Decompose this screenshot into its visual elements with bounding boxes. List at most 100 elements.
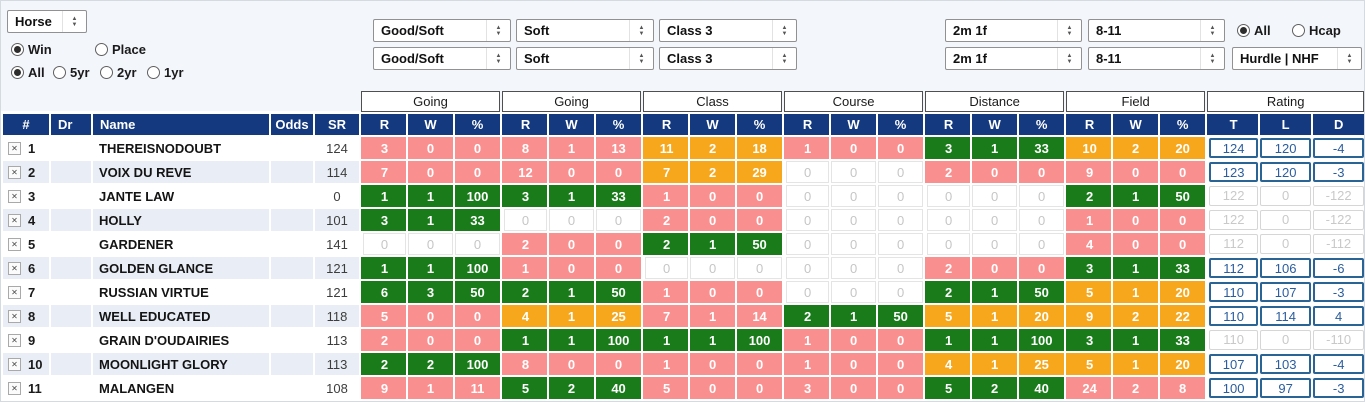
rating-l-cell: 120 [1260, 161, 1312, 183]
age-1yr-radio[interactable]: 1yr [147, 65, 184, 80]
field-select-row1[interactable]: 8-11 ▲ ▼ [1088, 19, 1225, 42]
age-2yr-radio[interactable]: 2yr [100, 65, 137, 80]
remove-runner-icon[interactable]: ✕ [8, 237, 21, 251]
stat-wins-cell: 0 [972, 161, 1018, 183]
scope-hcap-radio[interactable]: Hcap [1292, 23, 1341, 38]
class-select-row2[interactable]: Class 3 ▲ ▼ [659, 47, 797, 70]
remove-runner-icon[interactable]: ✕ [8, 141, 21, 155]
going-b-select-row2[interactable]: Soft ▲ ▼ [516, 47, 654, 70]
scope-all-radio[interactable]: All [1237, 23, 1271, 38]
stat-runs-cell: 1 [784, 353, 830, 375]
stat-runs-cell: 1 [643, 185, 689, 207]
stat-runs-cell: 1 [502, 257, 548, 279]
rating-d-cell: -4 [1313, 353, 1364, 375]
going-a-select-row2[interactable]: Good/Soft ▲ ▼ [373, 47, 511, 70]
stat-pct-cell: 100 [737, 329, 783, 351]
distance-select-row2[interactable]: 2m 1f ▲ ▼ [945, 47, 1082, 70]
stat-pct-cell: 33 [596, 185, 642, 207]
col-header-wins: W [972, 114, 1018, 135]
stat-pct-cell: 0 [1019, 161, 1065, 183]
col-header-wins: W [1113, 114, 1159, 135]
stat-runs-cell: 24 [1066, 377, 1112, 399]
stat-pct-cell: 20 [1019, 305, 1065, 327]
rating-d-value: -3 [1313, 282, 1364, 302]
rating-d-cell: -4 [1313, 137, 1364, 159]
age-5yr-radio[interactable]: 5yr [53, 65, 90, 80]
rating-l-value: 0 [1260, 210, 1312, 230]
runner-number-cell: ✕ 3 [3, 185, 49, 207]
rating-t-value: 123 [1209, 162, 1259, 182]
remove-runner-icon[interactable]: ✕ [8, 381, 21, 395]
field-select-row2[interactable]: 8-11 ▲ ▼ [1088, 47, 1225, 70]
stat-wins-cell: 1 [549, 329, 595, 351]
stat-runs-cell: 2 [502, 281, 548, 303]
stat-pct-cell: 0 [737, 281, 783, 303]
remove-runner-icon[interactable]: ✕ [8, 189, 21, 203]
going-b-select-row1[interactable]: Soft ▲ ▼ [516, 19, 654, 42]
place-radio-label: Place [112, 42, 146, 57]
remove-runner-icon[interactable]: ✕ [8, 333, 21, 347]
stat-runs-cell: 3 [361, 137, 406, 159]
stat-runs-cell: 0 [361, 233, 406, 255]
runner-name-cell: JANTE LAW [93, 185, 269, 207]
odds-cell [271, 257, 313, 279]
remove-runner-icon[interactable]: ✕ [8, 357, 21, 371]
column-header-row: # Dr Name Odds SR R W% R W% R W% R W% R W% R W% T L D [3, 114, 1364, 135]
stat-runs-cell: 5 [925, 377, 971, 399]
select-spinner-icon: ▲ ▼ [772, 20, 796, 41]
odds-cell [271, 233, 313, 255]
remove-runner-icon[interactable]: ✕ [8, 165, 21, 179]
class-select-row1[interactable]: Class 3 ▲ ▼ [659, 19, 797, 42]
stat-runs-cell: 3 [1066, 257, 1112, 279]
stat-runs-cell: 0 [784, 257, 830, 279]
stat-runs-cell: 6 [361, 281, 406, 303]
stat-wins-cell: 1 [408, 209, 453, 231]
draw-cell [51, 257, 91, 279]
table-row: ✕ 6 GOLDEN GLANCE 121 1 1 100 1 0 0 0 0 0 0 0 0 2 0 0 3 1 33 1… [3, 257, 1364, 279]
place-radio[interactable]: Place [95, 42, 146, 57]
scope-hcap-label: Hcap [1309, 23, 1341, 38]
going-a-row1-value: Good/Soft [381, 23, 444, 38]
race-type-select[interactable]: Hurdle | NHF ▲ ▼ [1232, 47, 1362, 70]
entity-select[interactable]: Horse ▲ ▼ [7, 10, 87, 33]
stat-pct-cell: 0 [878, 377, 924, 399]
stat-wins-cell: 1 [408, 377, 453, 399]
rating-t-value: 110 [1209, 282, 1259, 302]
stat-wins-cell: 0 [549, 353, 595, 375]
runner-name-cell: MALANGEN [93, 377, 269, 399]
stat-runs-cell: 3 [784, 377, 830, 399]
rating-l-value: 106 [1260, 258, 1312, 278]
stat-runs-cell: 5 [361, 305, 406, 327]
select-spinner-icon: ▲ ▼ [629, 48, 653, 69]
age-all-radio[interactable]: All [11, 65, 45, 80]
stat-runs-cell: 1 [361, 185, 406, 207]
remove-runner-icon[interactable]: ✕ [8, 285, 21, 299]
stat-runs-cell: 3 [361, 209, 406, 231]
going-b-row2-value: Soft [524, 51, 550, 66]
rating-t-cell: 112 [1207, 257, 1259, 279]
remove-runner-icon[interactable]: ✕ [8, 261, 21, 275]
rating-l-value: 0 [1260, 330, 1312, 350]
stat-runs-cell: 1 [361, 257, 406, 279]
stat-wins-cell: 0 [549, 161, 595, 183]
speed-rating-cell: 121 [315, 257, 359, 279]
runner-number-cell: ✕ 10 [3, 353, 49, 375]
rating-d-cell: -110 [1313, 329, 1364, 351]
table-row: ✕ 1 THEREISNODOUBT 124 3 0 0 8 1 13 11 2 18 1 0 0 3 1 33 10… [3, 137, 1364, 159]
table-row: ✕ 2 VOIX DU REVE 114 7 0 0 12 0 0 7 2 29 0 0 0 2 0 0 9 0 0 123… [3, 161, 1364, 183]
group-header-distance: Distance [925, 91, 1065, 112]
select-spinner-icon: ▲ ▼ [1057, 48, 1081, 69]
remove-runner-icon[interactable]: ✕ [8, 309, 21, 323]
win-radio[interactable]: Win [11, 42, 52, 57]
remove-runner-icon[interactable]: ✕ [8, 213, 21, 227]
rating-d-cell: 4 [1313, 305, 1364, 327]
select-spinner-icon: ▲ ▼ [1337, 48, 1361, 69]
stat-runs-cell: 0 [643, 257, 689, 279]
going-a-select-row1[interactable]: Good/Soft ▲ ▼ [373, 19, 511, 42]
stat-pct-cell: 100 [455, 185, 501, 207]
stat-wins-cell: 0 [1113, 209, 1159, 231]
radio-dot-icon [53, 66, 66, 79]
rating-d-value: -112 [1313, 234, 1364, 254]
distance-select-row1[interactable]: 2m 1f ▲ ▼ [945, 19, 1082, 42]
stat-pct-cell: 0 [596, 257, 642, 279]
